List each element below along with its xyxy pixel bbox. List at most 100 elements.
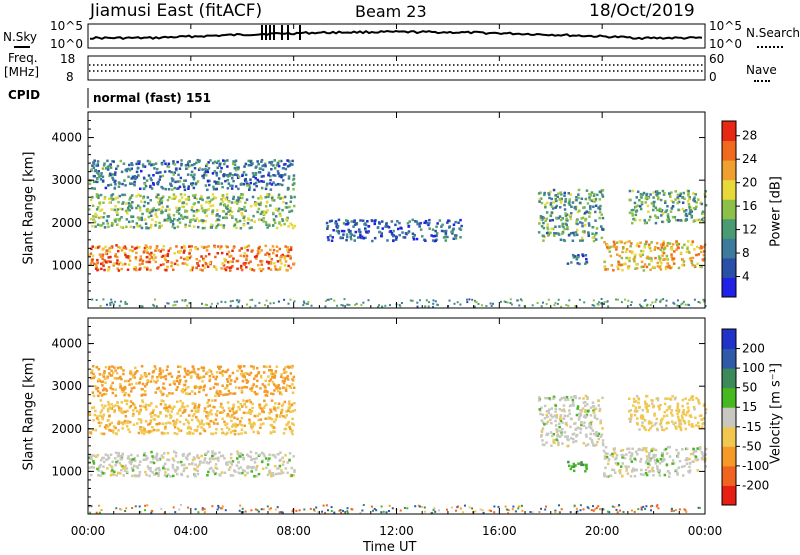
echo-cell <box>144 454 148 458</box>
echo-cell <box>240 432 243 435</box>
echo-cell <box>583 230 586 233</box>
echo-cell <box>152 461 156 465</box>
echo-cell <box>387 226 391 229</box>
echo-cell <box>640 508 643 511</box>
echo-cell <box>158 369 162 372</box>
echo-cell <box>676 412 679 416</box>
echo-cell <box>165 269 168 272</box>
echo-cell <box>662 415 666 418</box>
echo-cell <box>572 465 576 468</box>
echo-cell <box>98 201 101 205</box>
echo-cell <box>101 417 104 421</box>
echo-cell <box>242 457 245 461</box>
echo-cell <box>566 444 569 448</box>
echo-cell <box>660 246 664 249</box>
echo-cell <box>283 377 287 380</box>
echo-cell <box>220 251 224 255</box>
echo-cell <box>123 469 127 472</box>
echo-cell <box>200 376 204 379</box>
echo-cell <box>591 429 595 432</box>
echo-cell <box>207 422 210 426</box>
echo-cell <box>293 470 296 473</box>
echo-cell <box>250 226 253 229</box>
echo-cell <box>309 507 312 510</box>
echo-cell <box>249 181 252 185</box>
echo-cell <box>103 162 106 165</box>
echo-cell <box>102 264 105 267</box>
echo-cell <box>593 416 597 419</box>
echo-cell <box>113 173 117 176</box>
echo-cell <box>676 402 680 405</box>
echo-cell <box>259 426 262 429</box>
echo-cell <box>162 195 165 198</box>
echo-cell <box>701 418 704 421</box>
echo-cell <box>289 162 293 166</box>
echo-cell <box>661 459 665 462</box>
echo-cell <box>552 397 555 400</box>
echo-cell <box>590 420 593 424</box>
power-colorbar-tick-label: 16 <box>742 199 757 213</box>
echo-cell <box>692 192 695 195</box>
echo-cell <box>625 256 628 260</box>
echo-cell <box>293 469 296 472</box>
echo-cell <box>418 222 421 225</box>
echo-cell <box>238 408 241 411</box>
echo-cell <box>147 202 150 205</box>
echo-cell <box>180 460 183 464</box>
echo-cell <box>216 209 219 212</box>
power-panel-frame <box>87 111 706 309</box>
echo-cell <box>127 428 130 431</box>
echo-cell <box>238 365 241 369</box>
echo-cell <box>207 161 210 164</box>
echo-cell <box>193 202 197 205</box>
echo-cell <box>598 190 602 193</box>
echo-cell <box>355 302 358 305</box>
echo-cell <box>329 234 332 237</box>
echo-cell <box>700 218 704 221</box>
echo-cell <box>249 299 252 301</box>
echo-cell <box>595 431 598 434</box>
echo-cell <box>698 247 702 250</box>
echo-cell <box>177 461 180 464</box>
echo-cell <box>234 185 238 188</box>
echo-cell <box>639 255 643 258</box>
echo-cell <box>222 174 225 178</box>
echo-cell <box>150 377 154 380</box>
echo-cell <box>691 425 695 428</box>
echo-cell <box>666 265 669 268</box>
echo-cell <box>158 221 161 225</box>
echo-cell <box>117 422 120 425</box>
echo-cell <box>685 250 689 254</box>
echo-cell <box>590 439 594 442</box>
echo-cell <box>144 509 146 512</box>
echo-cell <box>552 438 556 442</box>
echo-cell <box>183 262 187 265</box>
echo-cell <box>194 508 197 511</box>
echo-cell <box>567 192 570 195</box>
echo-cell <box>101 380 104 383</box>
echo-cell <box>111 381 114 385</box>
echo-cell <box>184 380 188 383</box>
echo-cell <box>275 254 278 257</box>
echo-cell <box>273 218 276 222</box>
echo-cell <box>243 219 246 222</box>
echo-cell <box>281 380 285 383</box>
echo-cell <box>103 460 106 464</box>
echo-cell <box>159 250 162 253</box>
echo-cell <box>580 421 583 425</box>
echo-cell <box>570 261 573 264</box>
echo-cell <box>676 455 680 458</box>
echo-cell <box>212 470 215 474</box>
echo-cell <box>145 430 149 434</box>
echo-cell <box>694 193 697 196</box>
echo-cell <box>648 454 651 457</box>
echo-cell <box>193 167 197 170</box>
echo-cell <box>214 377 217 381</box>
echo-cell <box>246 372 249 375</box>
echo-cell <box>632 217 635 221</box>
echo-cell <box>149 469 152 473</box>
echo-cell <box>633 413 637 417</box>
echo-cell <box>185 202 188 206</box>
echo-cell <box>642 191 646 195</box>
